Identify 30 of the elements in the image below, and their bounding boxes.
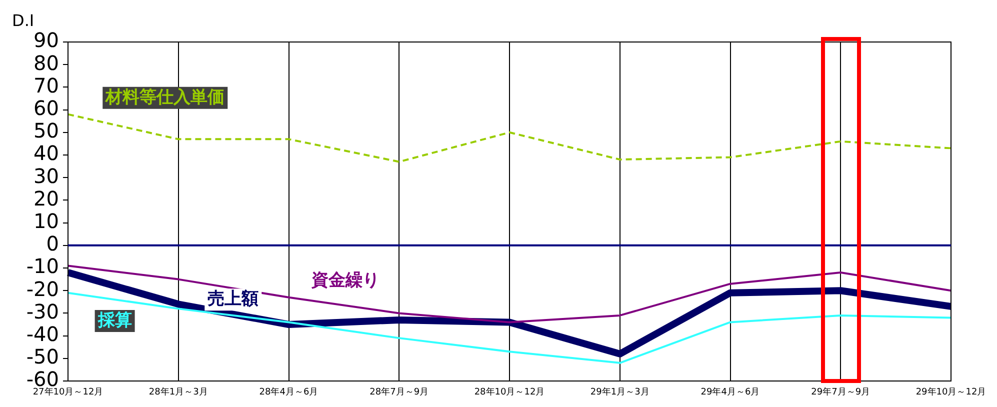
series-label: 売上額 [208, 289, 259, 310]
y-axis-title: D.I [12, 11, 34, 30]
x-tick-label: 28年4月～6月 [259, 386, 318, 398]
y-tick-label: 60 [34, 96, 59, 120]
y-tick-label: -10 [26, 254, 59, 278]
y-tick-label: 20 [34, 186, 59, 210]
y-tick-label: 10 [34, 209, 59, 234]
y-tick-label: -30 [26, 299, 59, 324]
series-label: 資金繰り [310, 270, 380, 290]
line-series [67, 113, 952, 163]
y-tick-label: 0 [46, 232, 59, 256]
x-tick-label: 28年10月～12月 [474, 386, 545, 398]
y-tick-label: 50 [34, 118, 59, 143]
y-tick-label: 90 [34, 28, 59, 52]
x-tick-label: 29年4月～6月 [700, 386, 760, 398]
y-tick-label: 70 [34, 73, 59, 98]
series-label: 材料等仕入単価 [104, 87, 225, 108]
y-tick-label: 80 [34, 50, 59, 75]
x-tick-label: 27年10月～12月 [32, 386, 104, 398]
x-tick-label: 29年1月～3月 [590, 386, 650, 398]
y-tick-label: 40 [34, 141, 59, 166]
y-tick-label: -40 [26, 322, 59, 346]
y-tick-label: -20 [26, 276, 59, 301]
x-tick-label: 29年7月～9月 [811, 386, 870, 398]
x-tick-label: 29年10月～12月 [916, 386, 986, 398]
series-label: 採算 [96, 310, 132, 330]
y-tick-label: -50 [26, 344, 59, 369]
x-tick-label: 28年7月～9月 [370, 386, 429, 398]
y-tick-label: 30 [34, 164, 59, 188]
x-tick-label: 28年1月～3月 [148, 386, 208, 398]
